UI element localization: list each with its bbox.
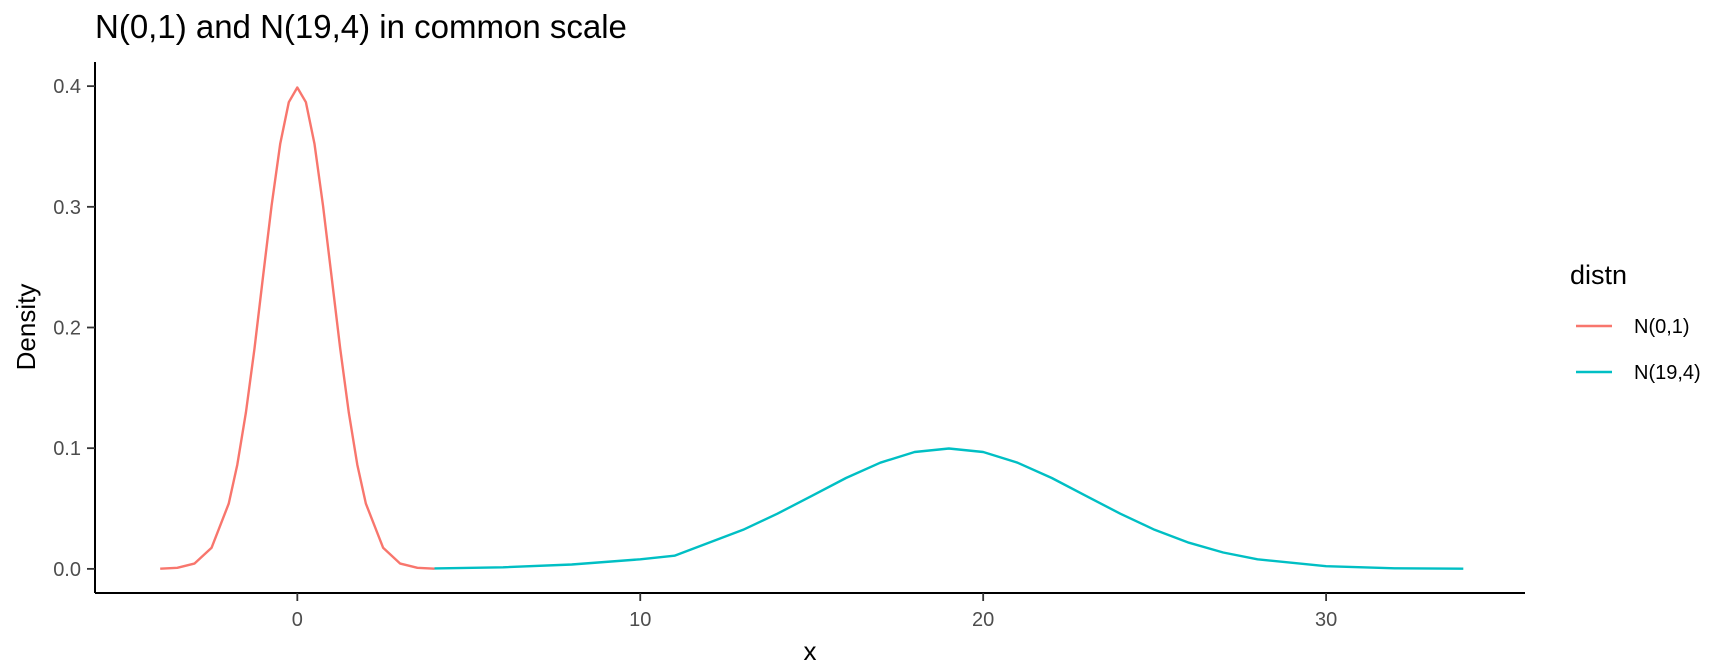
y-tick-label: 0.1 [53, 438, 81, 460]
y-tick-label: 0.3 [53, 197, 81, 219]
plot-area: 0 10 20 30 0.0 0.1 0.2 0.3 0.4 [53, 62, 1525, 631]
series-line-1 [160, 86, 435, 570]
x-tick-label: 30 [1315, 609, 1337, 631]
x-tick-label: 0 [292, 609, 303, 631]
legend-title: distn [1570, 260, 1627, 290]
y-tick-label: 0.4 [53, 76, 81, 98]
legend-label-1: N(0,1) [1634, 316, 1690, 338]
series-line-2 [434, 447, 1464, 570]
x-tick-label: 20 [972, 609, 994, 631]
x-ticks: 0 10 20 30 [292, 593, 1337, 631]
x-axis-label: x [804, 636, 817, 666]
y-tick-label: 0.2 [53, 318, 81, 340]
chart-title: N(0,1) and N(19,4) in common scale [95, 8, 627, 45]
legend: distn N(0,1) N(19,4) [1570, 260, 1701, 384]
series-group [160, 86, 1464, 570]
legend-items: N(0,1) N(19,4) [1576, 316, 1701, 384]
x-tick-label: 10 [629, 609, 651, 631]
y-axis-label: Density [11, 284, 41, 371]
y-ticks: 0.0 0.1 0.2 0.3 0.4 [53, 76, 95, 581]
legend-label-2: N(19,4) [1634, 362, 1701, 384]
y-tick-label: 0.0 [53, 559, 81, 581]
